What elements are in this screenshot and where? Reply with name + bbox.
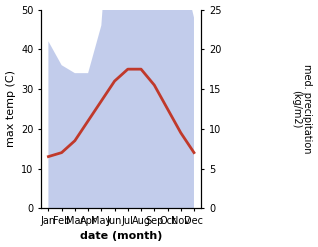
Y-axis label: max temp (C): max temp (C) — [5, 70, 16, 147]
Y-axis label: med. precipitation
(kg/m2): med. precipitation (kg/m2) — [291, 64, 313, 154]
X-axis label: date (month): date (month) — [80, 231, 162, 242]
